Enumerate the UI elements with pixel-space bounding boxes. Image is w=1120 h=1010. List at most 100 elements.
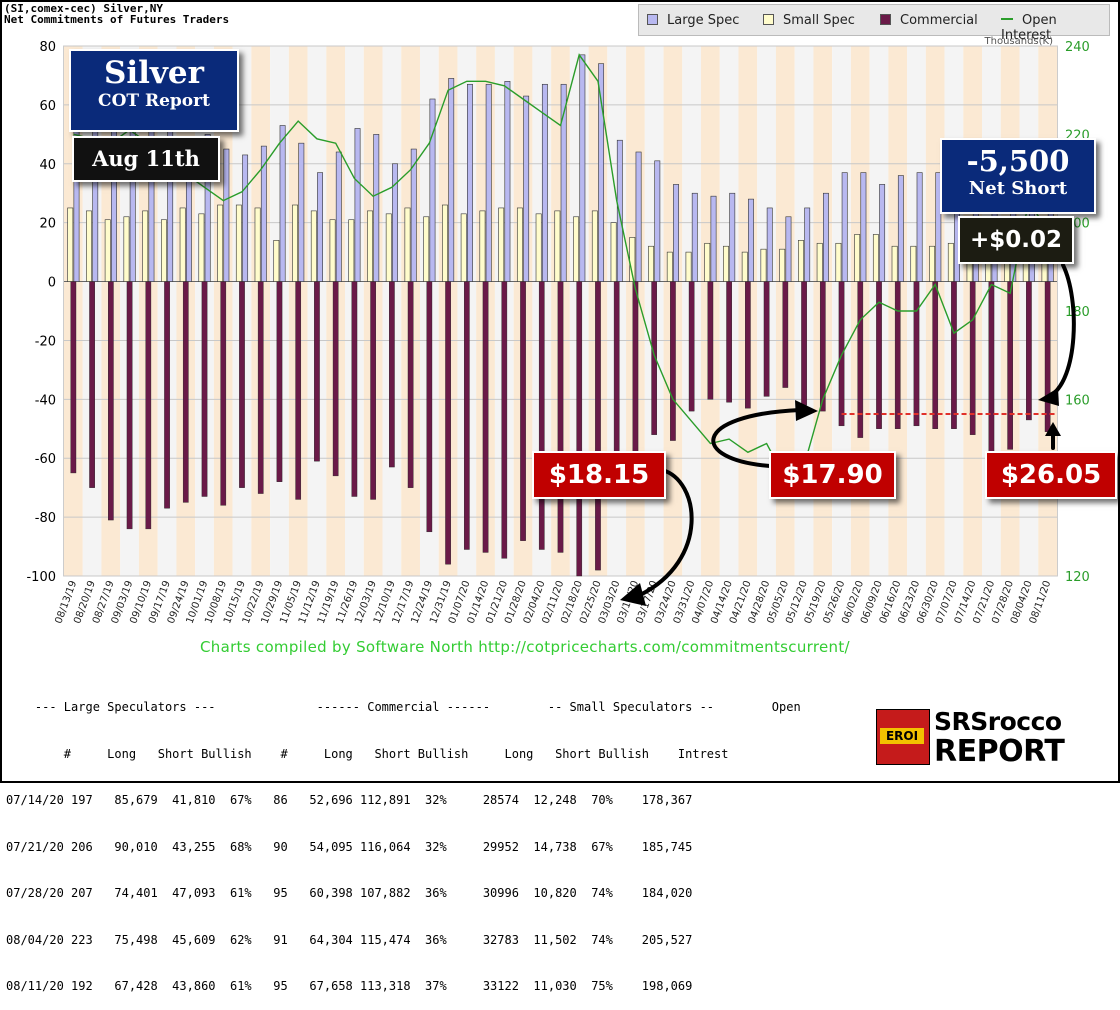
eroi-badge: EROI bbox=[876, 709, 930, 765]
chart-header-title: Net Commitments of Futures Traders bbox=[4, 13, 230, 26]
bar-large-spec bbox=[616, 139, 623, 282]
bar-commercial bbox=[89, 281, 95, 488]
legend: Large Spec Small Spec Commercial Open In… bbox=[638, 4, 1110, 43]
bar-large-spec bbox=[635, 151, 642, 282]
bar-small-spec bbox=[723, 245, 729, 282]
legend-commercial: Commercial bbox=[880, 13, 978, 28]
legend-swatch-small-spec bbox=[763, 14, 774, 25]
bar-small-spec bbox=[798, 240, 804, 282]
bar-commercial bbox=[520, 281, 526, 541]
bar-commercial bbox=[763, 281, 770, 397]
bar-commercial bbox=[220, 281, 227, 506]
bar-large-spec bbox=[785, 216, 792, 282]
legend-small-spec: Small Spec bbox=[763, 13, 855, 28]
arrow-head-2 bbox=[795, 400, 818, 421]
bar-small-spec bbox=[348, 219, 355, 282]
bar-large-spec bbox=[804, 207, 811, 282]
legend-open-interest: Open Interest bbox=[1001, 13, 1109, 43]
bar-large-spec bbox=[298, 142, 305, 282]
y-left-tick-label: -100 bbox=[26, 570, 56, 585]
y-right-tick-label: 120 bbox=[1065, 570, 1090, 585]
legend-large-spec: Large Spec bbox=[647, 13, 739, 28]
bar-small-spec bbox=[685, 251, 692, 282]
bar-small-spec bbox=[67, 207, 74, 282]
bar-commercial bbox=[501, 281, 508, 559]
bar-commercial bbox=[295, 281, 302, 500]
bar-commercial bbox=[164, 281, 170, 509]
bar-large-spec bbox=[204, 134, 211, 282]
bar-large-spec bbox=[691, 192, 698, 282]
bar-small-spec bbox=[235, 204, 242, 282]
arrow-head-1 bbox=[620, 583, 646, 606]
bar-small-spec bbox=[161, 219, 167, 282]
table-row: 08/11/20 192 67,428 43,860 61% 95 67,658… bbox=[6, 979, 693, 993]
bar-large-spec bbox=[242, 154, 249, 282]
bar-large-spec bbox=[823, 192, 829, 282]
bar-large-spec bbox=[429, 98, 436, 282]
y-right-tick-label: 160 bbox=[1065, 393, 1090, 408]
y-left-tick-label: 80 bbox=[39, 40, 56, 55]
bar-small-spec bbox=[217, 204, 224, 282]
bar-commercial bbox=[201, 281, 208, 497]
price-label-2: $17.90 bbox=[769, 451, 896, 499]
arrow-curve-1 bbox=[638, 468, 694, 597]
bar-commercial bbox=[894, 281, 901, 429]
bar-small-spec bbox=[367, 210, 373, 282]
table-column-header: # Long Short Bullish # Long Short Bullis… bbox=[6, 746, 729, 761]
bar-large-spec bbox=[260, 145, 267, 282]
bar-small-spec bbox=[741, 251, 748, 282]
bar-large-spec bbox=[729, 192, 736, 282]
bar-commercial bbox=[1026, 281, 1032, 421]
cot-table: --- Large Speculators --- ------ Commerc… bbox=[6, 669, 801, 1010]
bar-large-spec bbox=[317, 172, 323, 282]
bar-small-spec bbox=[947, 242, 954, 282]
bar-commercial bbox=[688, 281, 695, 412]
open-interest-line bbox=[73, 53, 1049, 480]
bar-small-spec bbox=[872, 234, 879, 282]
y-right-tick-label: 240 bbox=[1065, 40, 1090, 55]
bar-large-spec bbox=[579, 54, 586, 282]
price-change-box: +$0.02 bbox=[958, 216, 1074, 264]
bar-commercial bbox=[670, 281, 676, 441]
bar-small-spec bbox=[423, 216, 430, 282]
bar-large-spec bbox=[897, 175, 904, 282]
bar-small-spec bbox=[760, 248, 767, 282]
bar-commercial bbox=[932, 281, 939, 429]
bar-commercial bbox=[707, 281, 714, 400]
y-left-tick-label: 0 bbox=[48, 276, 56, 291]
overlay-subtitle: COT Report bbox=[98, 91, 210, 111]
bar-small-spec bbox=[254, 207, 261, 282]
bar-commercial bbox=[726, 281, 732, 403]
bar-large-spec bbox=[841, 172, 848, 282]
bar-commercial bbox=[1044, 281, 1051, 432]
bar-small-spec bbox=[704, 242, 711, 282]
bar-large-spec bbox=[860, 172, 867, 282]
bar-commercial bbox=[745, 281, 751, 409]
bar-large-spec bbox=[354, 128, 361, 282]
price-label-1: $18.15 bbox=[532, 451, 666, 499]
bar-small-spec bbox=[498, 207, 505, 282]
legend-swatch-commercial bbox=[880, 14, 891, 25]
bar-large-spec bbox=[748, 198, 754, 282]
bar-large-spec bbox=[541, 83, 548, 282]
bar-small-spec bbox=[273, 240, 280, 282]
bar-small-spec bbox=[554, 210, 561, 282]
bar-small-spec bbox=[179, 207, 186, 282]
y-left-tick-label: -40 bbox=[35, 393, 56, 408]
bar-large-spec bbox=[223, 148, 230, 282]
bar-commercial bbox=[951, 281, 957, 429]
bar-small-spec bbox=[404, 207, 411, 282]
bar-commercial bbox=[463, 281, 470, 550]
bar-small-spec bbox=[198, 213, 205, 282]
table-row: 07/28/20 207 74,401 47,093 61% 95 60,398… bbox=[6, 886, 693, 900]
bar-large-spec bbox=[710, 195, 717, 282]
bar-large-spec bbox=[879, 184, 886, 282]
bar-commercial bbox=[407, 281, 414, 488]
legend-label-large-spec: Large Spec bbox=[667, 13, 740, 28]
bar-small-spec bbox=[910, 245, 917, 282]
chart-header-symbol: (SI,comex-cec) Silver,NY bbox=[4, 2, 163, 15]
bar-large-spec bbox=[523, 95, 530, 282]
table-group-header: --- Large Speculators --- ------ Commerc… bbox=[6, 700, 801, 714]
table-row: 08/04/20 223 75,498 45,609 62% 91 64,304… bbox=[6, 932, 693, 947]
bar-commercial bbox=[819, 281, 826, 412]
